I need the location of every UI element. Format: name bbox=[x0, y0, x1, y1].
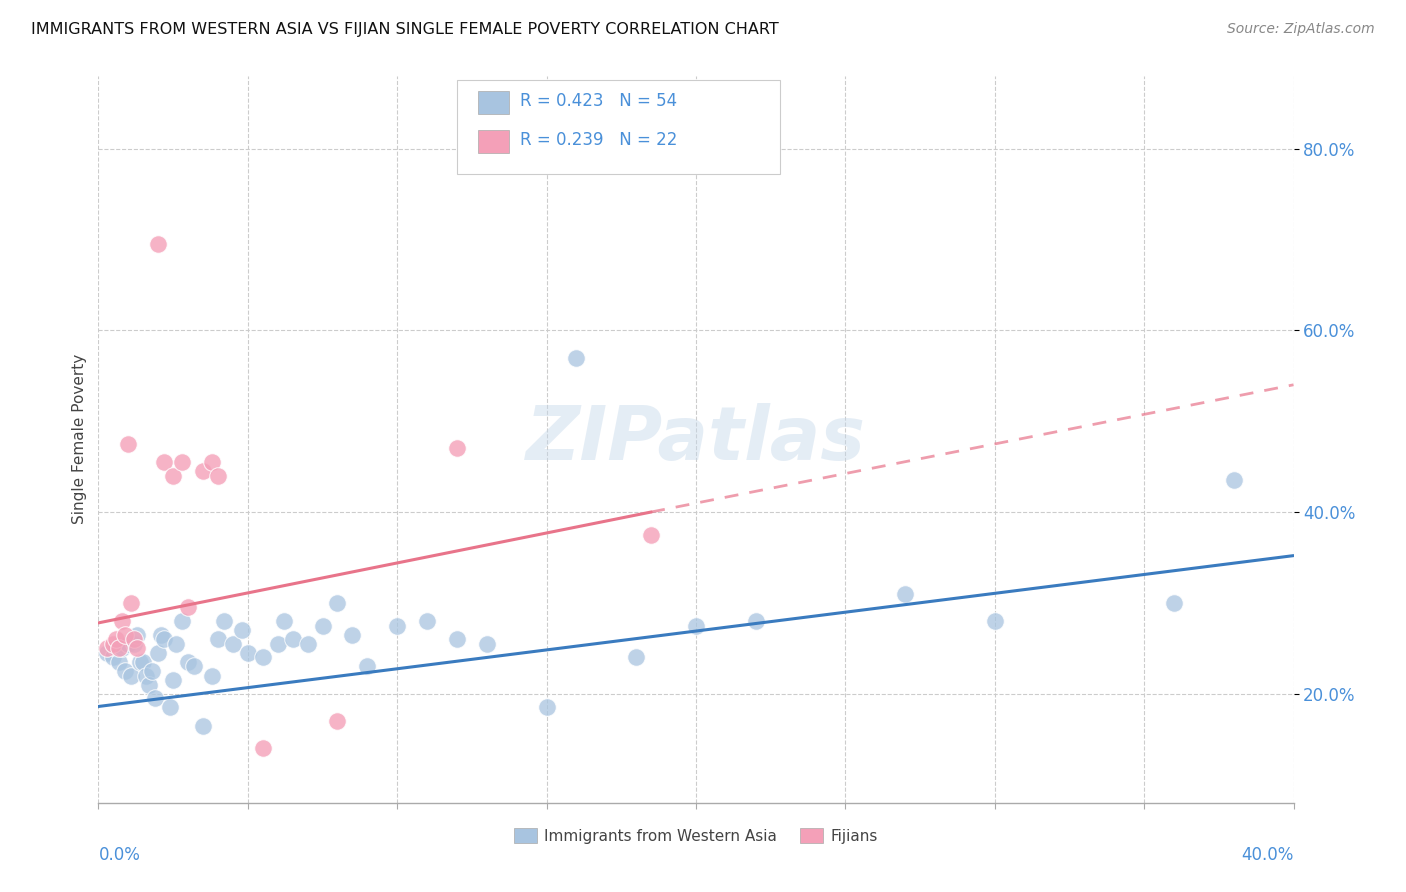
Point bbox=[150, 628, 173, 642]
Point bbox=[685, 618, 707, 632]
Point bbox=[446, 442, 468, 456]
Point bbox=[640, 527, 662, 541]
Point bbox=[252, 741, 274, 756]
Point bbox=[159, 700, 181, 714]
Point bbox=[565, 351, 588, 365]
Text: 0.0%: 0.0% bbox=[98, 847, 141, 864]
Point bbox=[326, 714, 349, 728]
Point bbox=[117, 637, 139, 651]
Point bbox=[153, 455, 176, 469]
Point bbox=[105, 641, 128, 656]
Point bbox=[475, 637, 498, 651]
Point bbox=[894, 587, 917, 601]
Point bbox=[103, 637, 125, 651]
Point bbox=[201, 455, 224, 469]
Point bbox=[114, 664, 136, 678]
Point bbox=[267, 637, 290, 651]
Point bbox=[177, 655, 200, 669]
Point bbox=[138, 678, 160, 692]
Point bbox=[120, 596, 142, 610]
Point bbox=[111, 614, 134, 628]
Point bbox=[356, 659, 378, 673]
Point bbox=[120, 668, 142, 682]
Point bbox=[127, 641, 149, 656]
Point bbox=[201, 668, 224, 682]
Point bbox=[183, 659, 205, 673]
Text: IMMIGRANTS FROM WESTERN ASIA VS FIJIAN SINGLE FEMALE POVERTY CORRELATION CHART: IMMIGRANTS FROM WESTERN ASIA VS FIJIAN S… bbox=[31, 22, 779, 37]
Point bbox=[135, 668, 157, 682]
Point bbox=[96, 646, 118, 660]
Point bbox=[132, 655, 155, 669]
Point bbox=[143, 691, 166, 706]
Point bbox=[745, 614, 768, 628]
Point bbox=[311, 618, 333, 632]
Point bbox=[536, 700, 558, 714]
Point bbox=[165, 637, 187, 651]
Point bbox=[207, 468, 229, 483]
Point bbox=[1163, 596, 1185, 610]
Point bbox=[127, 628, 149, 642]
Point bbox=[326, 596, 349, 610]
Point bbox=[148, 646, 170, 660]
Point bbox=[153, 632, 176, 647]
Point bbox=[108, 655, 131, 669]
Point bbox=[984, 614, 1007, 628]
Text: ZIPatlas: ZIPatlas bbox=[526, 403, 866, 475]
Point bbox=[124, 632, 146, 647]
Point bbox=[207, 632, 229, 647]
Point bbox=[212, 614, 235, 628]
Point bbox=[129, 655, 152, 669]
Point bbox=[446, 632, 468, 647]
Legend: Immigrants from Western Asia, Fijians: Immigrants from Western Asia, Fijians bbox=[508, 822, 884, 850]
Y-axis label: Single Female Poverty: Single Female Poverty bbox=[72, 354, 87, 524]
Point bbox=[148, 236, 170, 251]
Point bbox=[124, 637, 146, 651]
Point bbox=[273, 614, 295, 628]
Point bbox=[281, 632, 304, 647]
Text: R = 0.239   N = 22: R = 0.239 N = 22 bbox=[520, 131, 678, 149]
Point bbox=[108, 641, 131, 656]
Point bbox=[105, 632, 128, 647]
Point bbox=[252, 650, 274, 665]
Point bbox=[172, 614, 194, 628]
Point bbox=[111, 641, 134, 656]
Point bbox=[177, 600, 200, 615]
Point bbox=[117, 437, 139, 451]
Point bbox=[297, 637, 319, 651]
Point bbox=[626, 650, 648, 665]
Point bbox=[172, 455, 194, 469]
Point bbox=[103, 650, 125, 665]
Point bbox=[416, 614, 439, 628]
Point bbox=[342, 628, 364, 642]
Point bbox=[114, 628, 136, 642]
Point bbox=[385, 618, 409, 632]
Point bbox=[1223, 473, 1246, 487]
Point bbox=[236, 646, 259, 660]
Text: R = 0.423   N = 54: R = 0.423 N = 54 bbox=[520, 92, 678, 110]
Point bbox=[231, 623, 253, 637]
Point bbox=[162, 468, 184, 483]
Text: 40.0%: 40.0% bbox=[1241, 847, 1294, 864]
Text: Source: ZipAtlas.com: Source: ZipAtlas.com bbox=[1227, 22, 1375, 37]
Point bbox=[222, 637, 245, 651]
Point bbox=[162, 673, 184, 687]
Point bbox=[191, 464, 214, 478]
Point bbox=[191, 718, 214, 732]
Point bbox=[96, 641, 118, 656]
Point bbox=[141, 664, 163, 678]
